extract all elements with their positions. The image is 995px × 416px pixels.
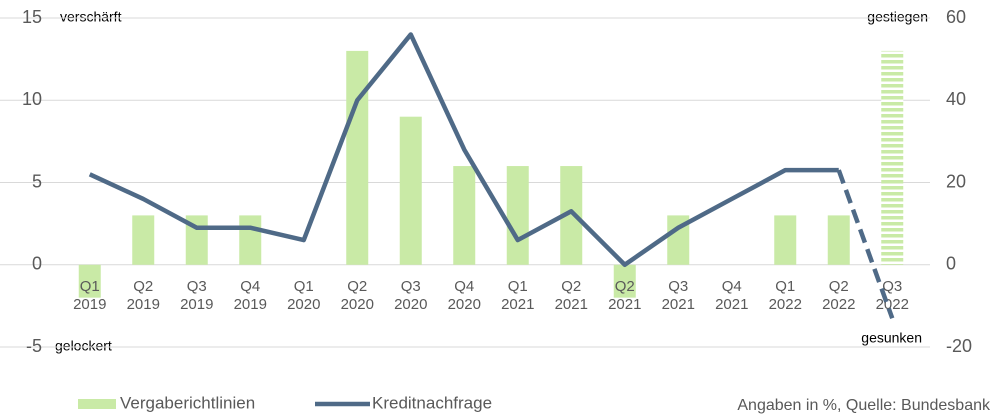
x-tick-label: Q2 2022 <box>822 278 855 313</box>
y2-tick-label: 40 <box>946 89 966 109</box>
y-tick-label: 0 <box>32 254 42 274</box>
x-tick-label: Q2 2020 <box>341 278 374 313</box>
line-dashed <box>836 169 895 319</box>
x-tick-label: Q1 2019 <box>73 278 106 313</box>
y-tick-label: 15 <box>22 7 42 27</box>
x-tick-label: Q3 2020 <box>394 278 427 313</box>
bar <box>453 166 476 265</box>
bar <box>78 264 101 298</box>
line <box>88 32 839 267</box>
bar <box>239 215 262 265</box>
bar <box>346 50 369 265</box>
legend-label: Vergaberichtlinien <box>120 393 255 412</box>
y2-tick-label: 0 <box>946 254 956 274</box>
y2-tick-label: 20 <box>946 171 966 191</box>
bar <box>827 215 850 265</box>
x-tick-label: Q3 2019 <box>180 278 213 313</box>
legend-swatch <box>78 399 116 409</box>
x-tick-label: Q4 2021 <box>715 278 748 313</box>
annotation: verschärft <box>60 9 122 25</box>
annotation: gesunken <box>861 330 922 346</box>
y2-tick-label: -20 <box>946 336 972 356</box>
x-tick-label: Q3 2021 <box>662 278 695 313</box>
y-tick-label: 10 <box>22 89 42 109</box>
y2-tick-label: 60 <box>946 7 966 27</box>
bar <box>667 215 690 265</box>
x-tick-label: Q4 2020 <box>448 278 481 313</box>
x-tick-label: Q2 2021 <box>555 278 588 313</box>
bar <box>132 215 155 265</box>
x-tick-label: Q2 2019 <box>127 278 160 313</box>
bar <box>399 116 422 265</box>
source: Angaben in %, Quelle: Bundesbank <box>737 397 991 414</box>
bar <box>613 264 636 298</box>
bar <box>774 215 797 265</box>
bar <box>560 166 583 265</box>
bar <box>506 166 529 265</box>
y-tick-label: 5 <box>32 171 42 191</box>
y-tick-label: -5 <box>26 336 42 356</box>
legend-label: Kreditnachfrage <box>372 393 492 412</box>
annotation: gestiegen <box>867 9 928 25</box>
x-tick-label: Q4 2019 <box>234 278 267 313</box>
x-tick-label: Q1 2020 <box>287 278 320 313</box>
x-tick-label: Q1 2021 <box>501 278 534 313</box>
x-tick-label: Q2 2021 <box>608 278 641 313</box>
annotation: gelockert <box>55 338 112 354</box>
x-tick-label: Q1 2022 <box>769 278 802 313</box>
bar <box>881 50 904 265</box>
x-tick-label: Q3 2022 <box>876 278 909 313</box>
